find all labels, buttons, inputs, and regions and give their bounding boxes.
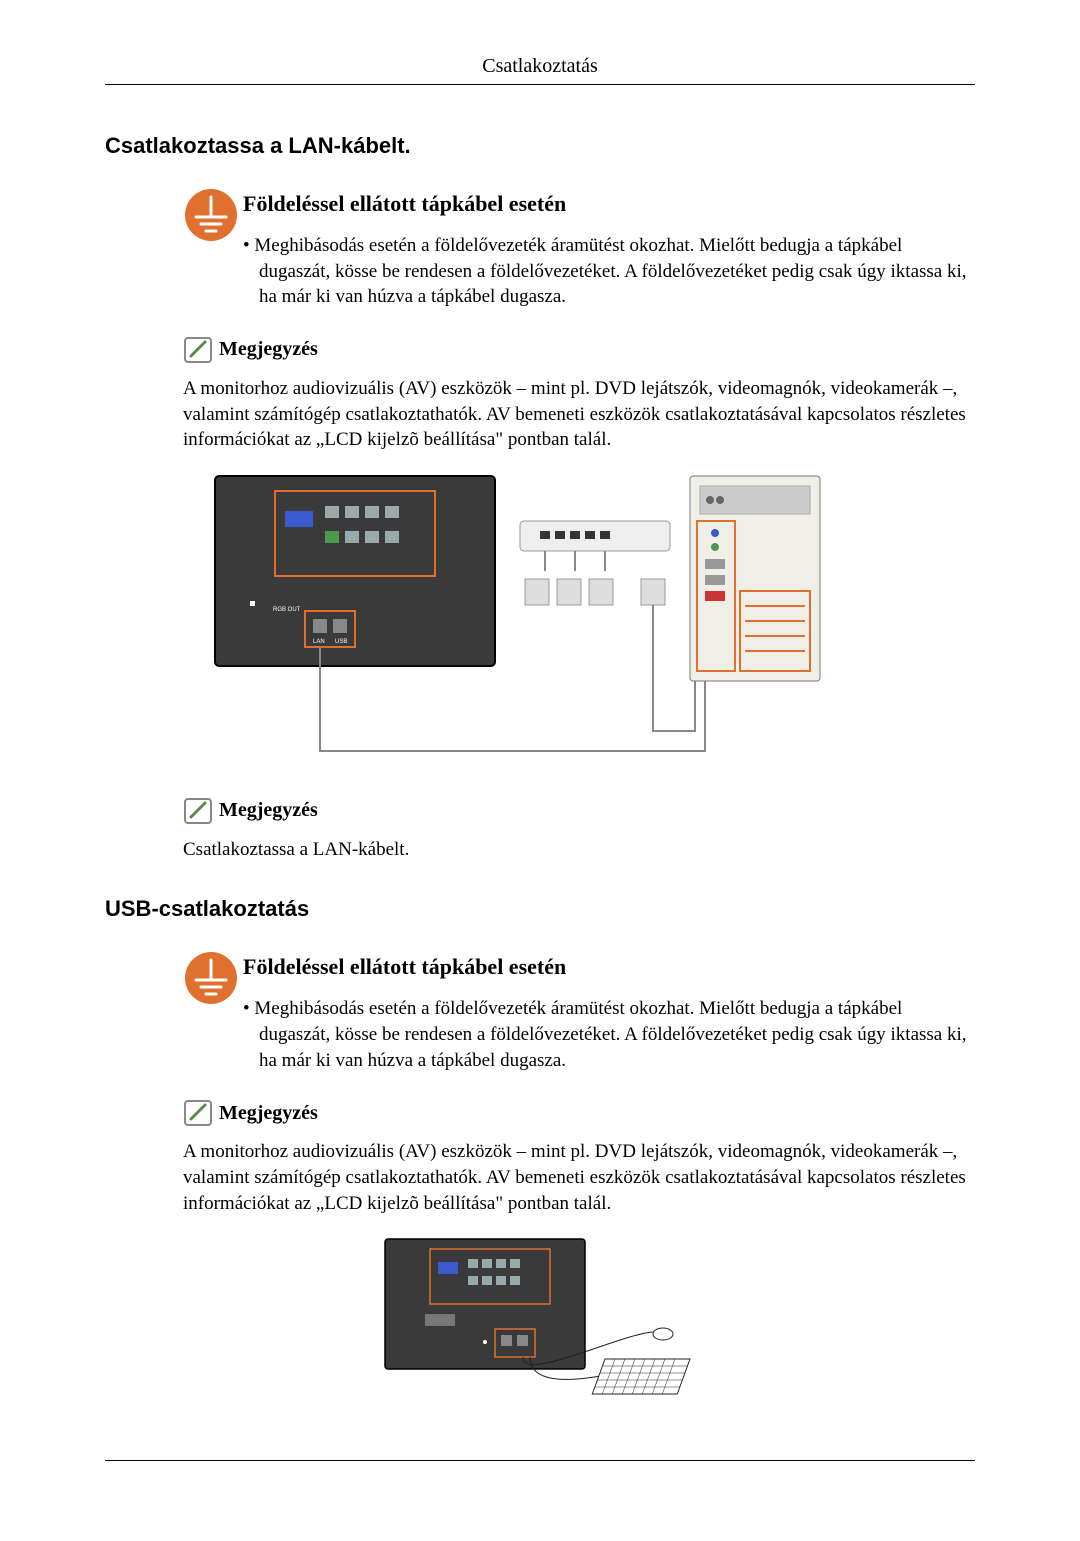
figure-lan-diagram: RGB OUT LAN USB — [205, 471, 835, 771]
ground-icon — [183, 187, 239, 243]
section-title-lan: Csatlakoztassa a LAN-kábelt. — [105, 133, 975, 159]
ground-heading-2: Földeléssel ellátott tápkábel esetén — [243, 954, 975, 980]
note-block-2: Megjegyzés Csatlakoztassa a LAN-kábelt. — [183, 797, 975, 863]
ground-warning-block-1: Földeléssel ellátott tápkábel esetén Meg… — [183, 187, 975, 310]
footer-rule — [105, 1460, 975, 1461]
note-icon — [183, 1099, 213, 1127]
label-usb: USB — [335, 639, 347, 645]
label-lan: LAN — [313, 639, 325, 645]
section-title-usb: USB-csatlakoztatás — [105, 896, 975, 922]
note-body-1: A monitorhoz audiovizuális (AV) eszközök… — [183, 376, 975, 453]
ground-heading-1: Földeléssel ellátott tápkábel esetén — [243, 191, 975, 217]
ground-body-2: Meghibásodás esetén a földelővezeték ára… — [243, 996, 975, 1073]
note-body-3: A monitorhoz audiovizuális (AV) eszközök… — [183, 1139, 975, 1216]
note-block-1: Megjegyzés A monitorhoz audiovizuális (A… — [183, 336, 975, 453]
note-block-3: Megjegyzés A monitorhoz audiovizuális (A… — [183, 1099, 975, 1216]
note-label-2: Megjegyzés — [219, 799, 318, 822]
ground-body-1: Meghibásodás esetén a földelővezeték ára… — [243, 233, 975, 310]
note-body-2: Csatlakoztassa a LAN-kábelt. — [183, 837, 975, 863]
note-icon — [183, 336, 213, 364]
page: Csatlakoztatás Csatlakoztassa a LAN-kábe… — [0, 0, 1080, 1541]
figure-usb-diagram — [380, 1234, 700, 1404]
note-label-1: Megjegyzés — [219, 338, 318, 361]
page-header: Csatlakoztatás — [105, 55, 975, 85]
note-label-3: Megjegyzés — [219, 1102, 318, 1125]
note-icon — [183, 797, 213, 825]
label-rgb-out: RGB OUT — [273, 607, 301, 613]
ground-icon — [183, 950, 239, 1006]
ground-warning-block-2: Földeléssel ellátott tápkábel esetén Meg… — [183, 950, 975, 1073]
